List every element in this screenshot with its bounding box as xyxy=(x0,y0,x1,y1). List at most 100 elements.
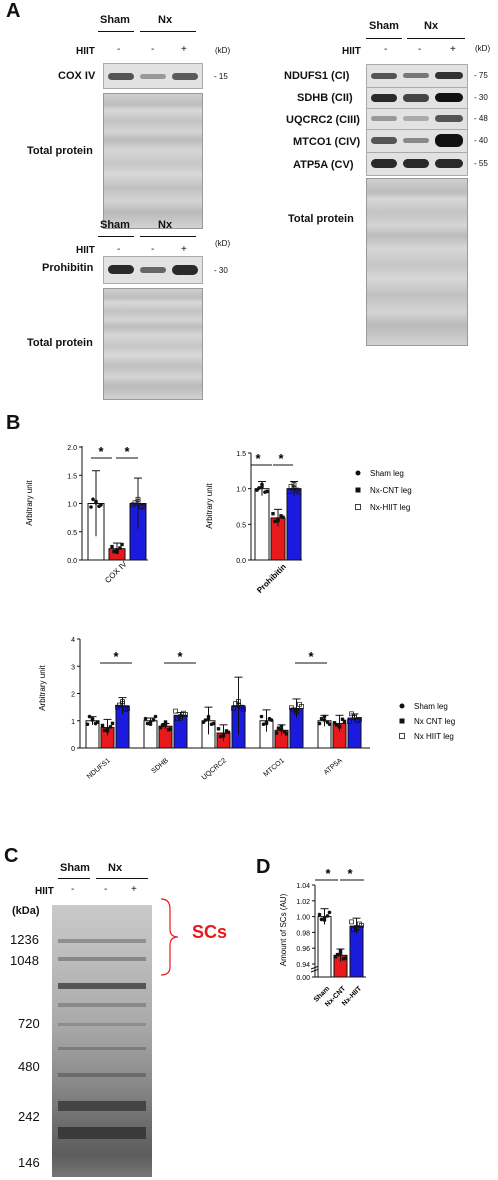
data-point xyxy=(322,714,327,719)
significance-star: * xyxy=(113,649,119,664)
group-sham-label: Sham xyxy=(100,219,130,231)
group-nx-label: Nx xyxy=(108,862,123,874)
data-point xyxy=(108,725,113,729)
data-point xyxy=(224,729,229,733)
data-point xyxy=(264,720,269,724)
data-point xyxy=(236,699,241,704)
blot-band xyxy=(435,93,463,102)
y-tick-label: 1.5 xyxy=(67,473,77,480)
data-point xyxy=(89,505,93,509)
data-point xyxy=(166,728,171,732)
data-point xyxy=(118,546,122,550)
y-axis-label: Arbitrary unit xyxy=(38,665,47,711)
group-nx-label: Nx xyxy=(158,219,173,231)
y-tick-label: 2 xyxy=(71,692,75,699)
blot-band xyxy=(172,265,198,275)
hiit-value: + xyxy=(181,244,187,255)
data-point xyxy=(355,718,360,724)
data-point xyxy=(343,956,348,960)
legend-marker-nx-hiit xyxy=(399,733,405,739)
uqcrc2-blot xyxy=(366,108,468,130)
data-point xyxy=(100,723,105,728)
y-tick-label: 0.96 xyxy=(296,946,310,953)
data-point xyxy=(291,707,296,713)
data-point xyxy=(342,719,347,724)
y-tick-label: 0.00 xyxy=(296,975,310,982)
y-tick-label: 0.5 xyxy=(236,522,246,529)
data-point xyxy=(297,701,302,707)
data-point xyxy=(282,729,287,734)
kd-unit-label: (kD) xyxy=(215,46,231,55)
legend-marker-nx-cnt xyxy=(355,487,361,493)
hiit-label: HIIT xyxy=(342,46,361,57)
data-point xyxy=(115,550,119,554)
gel-band xyxy=(58,957,146,961)
ndufs1-blot xyxy=(366,64,468,88)
data-point xyxy=(352,714,357,720)
y-tick-label: 1.00 xyxy=(296,915,310,922)
blot-label-mtco1: MTCO1 (CIV) xyxy=(293,136,361,148)
legend-label: Nx CNT leg xyxy=(414,717,455,726)
y-tick-label: 1 xyxy=(71,719,75,726)
y-axis-label: Arbitrary unit xyxy=(25,480,34,526)
blot-band xyxy=(435,134,463,147)
total-protein-label: Total protein xyxy=(288,213,354,225)
data-point xyxy=(120,542,124,547)
blot-label-atp5a: ATP5A (CV) xyxy=(293,159,354,171)
hiit-label: HIIT xyxy=(35,886,54,897)
data-point xyxy=(257,486,261,490)
x-tick-label: MTCO1 xyxy=(263,757,286,778)
significance-star: * xyxy=(308,649,314,664)
legend-top: Sham leg Nx-CNT leg Nx-HIIT leg xyxy=(355,469,412,512)
y-tick-label: 1.0 xyxy=(67,502,77,509)
y-tick-label: 4 xyxy=(71,637,75,644)
kda-marker: 480 xyxy=(18,1059,40,1074)
blot-band xyxy=(403,116,429,121)
data-point xyxy=(221,732,226,737)
data-point xyxy=(273,519,277,524)
native-gel xyxy=(52,905,152,1177)
group-nx-label: Nx xyxy=(424,20,439,32)
group-sham-label: Sham xyxy=(100,14,130,26)
data-point xyxy=(218,734,223,739)
chart-prohibitin: Arbitrary unit 0.0 0.5 1.0 1.5 Prohibitin *… xyxy=(205,451,302,595)
hiit-value: - xyxy=(71,884,75,895)
data-point xyxy=(317,912,322,917)
panel-label-c: C xyxy=(4,845,19,867)
blot-label-coxiv: COX IV xyxy=(58,70,96,82)
significance-star: * xyxy=(177,649,183,664)
group-sham-label: Sham xyxy=(60,862,90,874)
legend-marker-sham xyxy=(355,470,361,476)
legend-marker-sham xyxy=(399,703,405,709)
data-point xyxy=(132,500,138,506)
prohibitin-blot xyxy=(103,256,203,284)
data-point xyxy=(173,708,178,714)
data-point xyxy=(274,731,279,735)
data-point xyxy=(279,514,283,518)
data-point xyxy=(261,722,266,727)
total-protein-stain xyxy=(103,288,203,400)
blot-band xyxy=(140,74,166,79)
hiit-value: - xyxy=(418,44,422,55)
data-point xyxy=(294,708,299,714)
blot-label-uqcrc2: UQCRC2 (CIII) xyxy=(286,114,360,126)
blot-band xyxy=(371,116,397,121)
data-point xyxy=(163,722,168,726)
kd-marker: - 55 xyxy=(474,159,488,168)
y-tick-label: 0.5 xyxy=(67,530,77,537)
kda-unit-label: (kDa) xyxy=(12,905,40,917)
data-point xyxy=(115,548,119,552)
hiit-value: - xyxy=(151,244,155,255)
blot-band xyxy=(403,138,429,143)
data-point xyxy=(178,714,183,720)
hiit-value: + xyxy=(131,884,137,895)
blot-label-sdhb: SDHB (CII) xyxy=(297,92,353,104)
blot-band xyxy=(172,73,198,80)
data-point xyxy=(226,730,231,735)
hiit-label: HIIT xyxy=(76,46,95,57)
data-point xyxy=(160,723,165,728)
data-point xyxy=(91,497,95,502)
x-tick-label: ATP5A xyxy=(323,757,344,776)
data-point xyxy=(276,517,280,522)
data-point xyxy=(259,714,264,719)
